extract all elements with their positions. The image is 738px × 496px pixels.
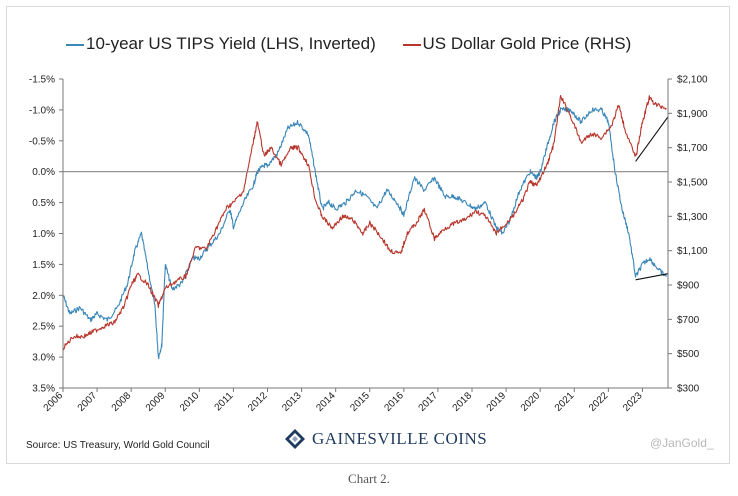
x-tick-label: 2014	[314, 390, 338, 414]
brand-logo: GAINESVILLE COINS	[284, 428, 487, 450]
left-tick-label: 3.0%	[32, 353, 55, 364]
left-tick-label: -0.5%	[29, 136, 55, 147]
author-handle: @JanGold_	[650, 436, 714, 450]
left-tick-label: 3.5%	[32, 384, 55, 395]
legend-item-tips: 10-year US TIPS Yield (LHS, Inverted)	[66, 34, 376, 54]
annotations	[635, 116, 669, 281]
trendline-yield	[635, 273, 669, 281]
left-axis-ticks: -1.5% -1.0% -0.5% 0.0% 0.5% 1.0% 1.5% 2.0% 2.5% 3…	[29, 75, 63, 395]
left-tick-label: -1.5%	[29, 75, 55, 86]
x-tick-label: 2012	[246, 390, 270, 414]
left-tick-label: 1.0%	[32, 229, 55, 240]
right-tick-label: $500	[677, 349, 700, 360]
legend-item-gold: US Dollar Gold Price (RHS)	[402, 34, 632, 54]
x-axis-ticks: 2006 2007 2008 2009 2010 2011 2012 2013 2014 2015…	[42, 388, 645, 414]
x-tick-label: 2011	[213, 390, 236, 413]
x-tick-label: 2017	[417, 390, 441, 414]
series-line-gold-price	[62, 95, 667, 351]
left-tick-label: 2.5%	[32, 322, 55, 333]
right-tick-label: $900	[677, 281, 700, 292]
left-tick-label: 0.5%	[32, 198, 55, 209]
right-tick-label: $700	[677, 315, 700, 326]
legend-swatch-tips	[66, 43, 84, 46]
right-tick-label: $1,900	[677, 109, 708, 120]
x-tick-label: 2022	[587, 390, 611, 414]
x-tick-label: 2016	[382, 390, 406, 414]
trendline-gold	[635, 116, 669, 162]
x-tick-label: 2007	[76, 390, 100, 414]
left-tick-label: -1.0%	[29, 105, 55, 116]
x-tick-label: 2015	[348, 390, 372, 414]
legend-label-gold: US Dollar Gold Price (RHS)	[422, 34, 632, 53]
chart-caption: Chart 2.	[348, 471, 390, 486]
x-tick-label: 2008	[110, 390, 134, 414]
right-tick-label: $2,100	[677, 75, 708, 86]
right-tick-label: $300	[677, 384, 700, 395]
legend-swatch-gold	[402, 43, 421, 46]
x-tick-label: 2010	[178, 390, 202, 414]
right-tick-label: $1,700	[677, 143, 708, 154]
right-tick-label: $1,300	[677, 212, 708, 223]
x-tick-label: 2013	[280, 390, 304, 414]
x-tick-label: 2020	[519, 390, 543, 414]
brand-logo-icon	[285, 429, 305, 449]
right-tick-label: $1,100	[677, 246, 708, 257]
x-tick-label: 2023	[621, 390, 645, 414]
brand-name: GAINESVILLE COINS	[312, 429, 488, 448]
left-tick-label: 2.0%	[32, 291, 55, 302]
x-tick-label: 2019	[485, 390, 509, 414]
chart-legend: 10-year US TIPS Yield (LHS, Inverted) US…	[66, 34, 653, 54]
x-tick-label: 2018	[451, 390, 475, 414]
x-tick-label: 2009	[144, 390, 168, 414]
series-lines	[62, 95, 667, 360]
right-tick-label: $1,500	[677, 178, 708, 189]
legend-label-tips: 10-year US TIPS Yield (LHS, Inverted)	[86, 34, 376, 53]
left-tick-label: 0.0%	[32, 167, 55, 178]
right-axis-ticks: $300 $500 $700 $900 $1,100 $1,300 $1,500 $1,700…	[668, 75, 708, 395]
left-tick-label: 1.5%	[32, 260, 55, 271]
series-line-tips-yield	[62, 106, 667, 360]
x-tick-label: 2021	[553, 390, 577, 414]
source-note: Source: US Treasury, World Gold Council	[26, 440, 210, 451]
